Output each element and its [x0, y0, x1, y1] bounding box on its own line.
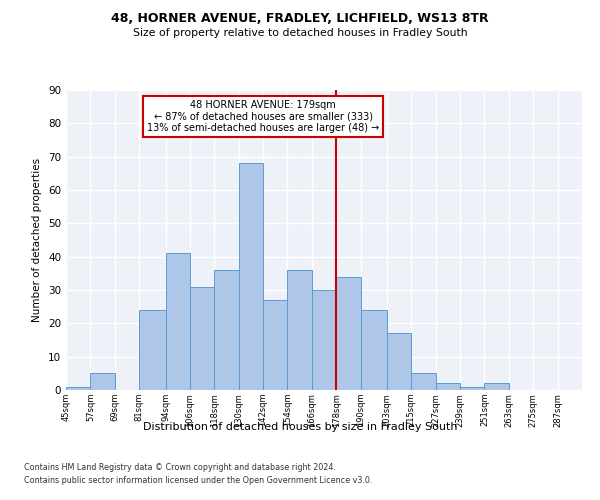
Text: Contains public sector information licensed under the Open Government Licence v3: Contains public sector information licen… — [24, 476, 373, 485]
Bar — [91, 374, 115, 390]
Bar — [412, 374, 436, 390]
Text: Size of property relative to detached houses in Fradley South: Size of property relative to detached ho… — [133, 28, 467, 38]
Text: 48, HORNER AVENUE, FRADLEY, LICHFIELD, WS13 8TR: 48, HORNER AVENUE, FRADLEY, LICHFIELD, W… — [111, 12, 489, 26]
Bar — [287, 270, 312, 390]
Text: Contains HM Land Registry data © Crown copyright and database right 2024.: Contains HM Land Registry data © Crown c… — [24, 464, 336, 472]
Bar — [66, 386, 91, 390]
Bar — [387, 334, 412, 390]
Bar — [139, 310, 166, 390]
Bar — [361, 310, 387, 390]
Bar — [312, 290, 336, 390]
Bar — [190, 286, 214, 390]
Bar — [436, 384, 460, 390]
Bar — [263, 300, 287, 390]
Bar — [166, 254, 190, 390]
Bar — [336, 276, 361, 390]
Y-axis label: Number of detached properties: Number of detached properties — [32, 158, 43, 322]
Bar — [214, 270, 239, 390]
Bar — [484, 384, 509, 390]
Text: Distribution of detached houses by size in Fradley South: Distribution of detached houses by size … — [143, 422, 457, 432]
Bar — [460, 386, 484, 390]
Bar — [239, 164, 263, 390]
Text: 48 HORNER AVENUE: 179sqm
← 87% of detached houses are smaller (333)
13% of semi-: 48 HORNER AVENUE: 179sqm ← 87% of detach… — [147, 100, 379, 133]
